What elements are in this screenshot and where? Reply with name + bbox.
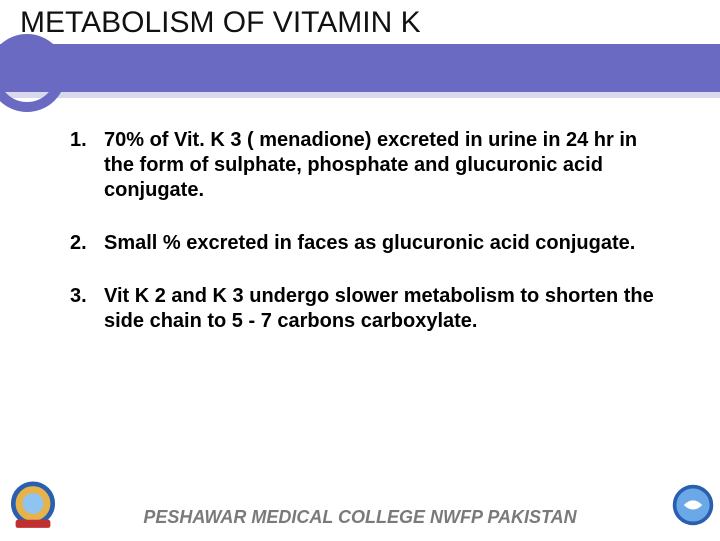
college-logo-left-icon: [4, 478, 62, 536]
list-text: 70% of Vit. K 3 ( menadione) excreted in…: [104, 128, 660, 203]
footer-text: PESHAWAR MEDICAL COLLEGE NWFP PAKISTAN: [0, 507, 720, 528]
list-item: 2. Small % excreted in faces as glucuron…: [70, 231, 660, 256]
list-text: Vit K 2 and K 3 undergo slower metabolis…: [104, 284, 660, 334]
list-number: 1.: [70, 128, 98, 203]
list-item: 1. 70% of Vit. K 3 ( menadione) excreted…: [70, 128, 660, 203]
college-logo-right-icon: [670, 482, 716, 528]
title-band: [0, 44, 720, 92]
slide-title: METABOLISM OF VITAMIN K: [20, 6, 421, 40]
title-accent-line: [0, 92, 720, 98]
list-number: 3.: [70, 284, 98, 334]
list-number: 2.: [70, 231, 98, 256]
list-text: Small % excreted in faces as glucuronic …: [104, 231, 660, 256]
list-item: 3. Vit K 2 and K 3 undergo slower metabo…: [70, 284, 660, 334]
content-body: 1. 70% of Vit. K 3 ( menadione) excreted…: [70, 128, 660, 362]
